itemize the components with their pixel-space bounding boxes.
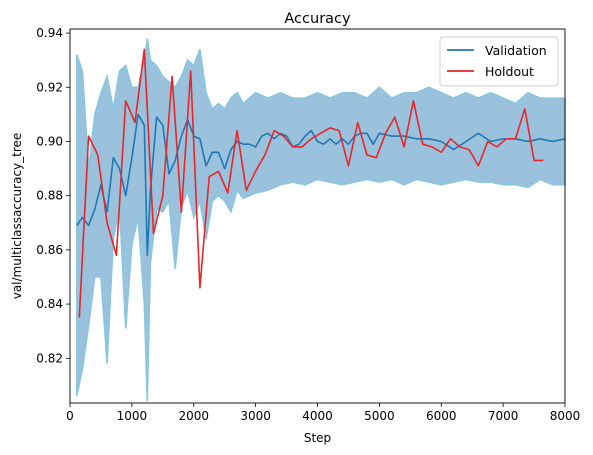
series-line-validation: [76, 113, 566, 257]
x-tick-label: 3000: [240, 409, 271, 423]
x-axis: 0 1000 2000 3000 4000 5000 6000 7000 8000: [66, 403, 580, 423]
x-tick-label: 5000: [364, 409, 395, 423]
x-tick-label: 7000: [488, 409, 519, 423]
y-axis: 0.82 0.84 0.86 0.88 0.90 0.92 0.94: [36, 26, 70, 365]
legend: Validation Holdout: [439, 36, 559, 87]
series-line-holdout: [78, 48, 544, 318]
chart-title: Accuracy: [284, 11, 351, 27]
y-axis-label: val/multiclassaccuracy_tree: [10, 133, 24, 300]
validation-variance-band: [76, 38, 566, 402]
y-tick-label: 0.82: [36, 351, 63, 365]
x-tick-label: 1000: [117, 409, 148, 423]
band-layer: [76, 38, 566, 402]
x-tick-label: 8000: [550, 409, 581, 423]
legend-label-holdout: Holdout: [485, 64, 534, 79]
x-axis-label: Step: [304, 431, 331, 445]
series-layer: [76, 48, 566, 318]
y-tick-label: 0.88: [36, 189, 63, 203]
y-tick-label: 0.84: [36, 297, 63, 311]
y-tick-label: 0.94: [36, 26, 63, 40]
x-tick-label: 2000: [178, 409, 209, 423]
y-tick-label: 0.90: [36, 134, 63, 148]
x-tick-label: 0: [66, 409, 74, 423]
y-tick-label: 0.92: [36, 80, 63, 94]
legend-label-validation: Validation: [485, 43, 547, 58]
x-tick-label: 6000: [426, 409, 457, 423]
y-tick-label: 0.86: [36, 243, 63, 257]
x-tick-label: 4000: [302, 409, 333, 423]
